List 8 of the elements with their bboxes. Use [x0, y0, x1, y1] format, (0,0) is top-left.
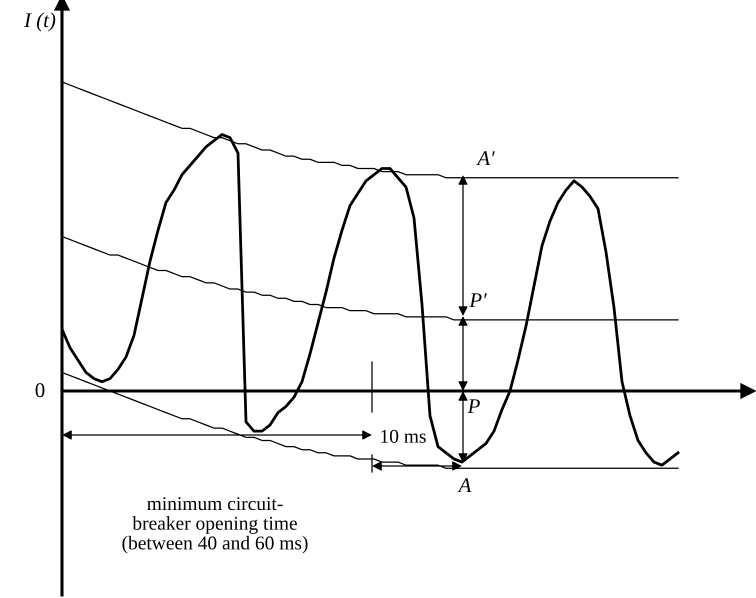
annotation: P: [468, 399, 480, 414]
text: 0: [36, 383, 44, 398]
text: minimum circuit- breaker opening time (between 40 and 60 ms): [122, 497, 308, 554]
annotation: A′: [476, 151, 495, 166]
annotation: P′: [469, 293, 487, 308]
annotation: 10 ms: [381, 430, 426, 443]
y-axis-title: I (t): [24, 12, 56, 32]
text: A: [458, 478, 472, 492]
